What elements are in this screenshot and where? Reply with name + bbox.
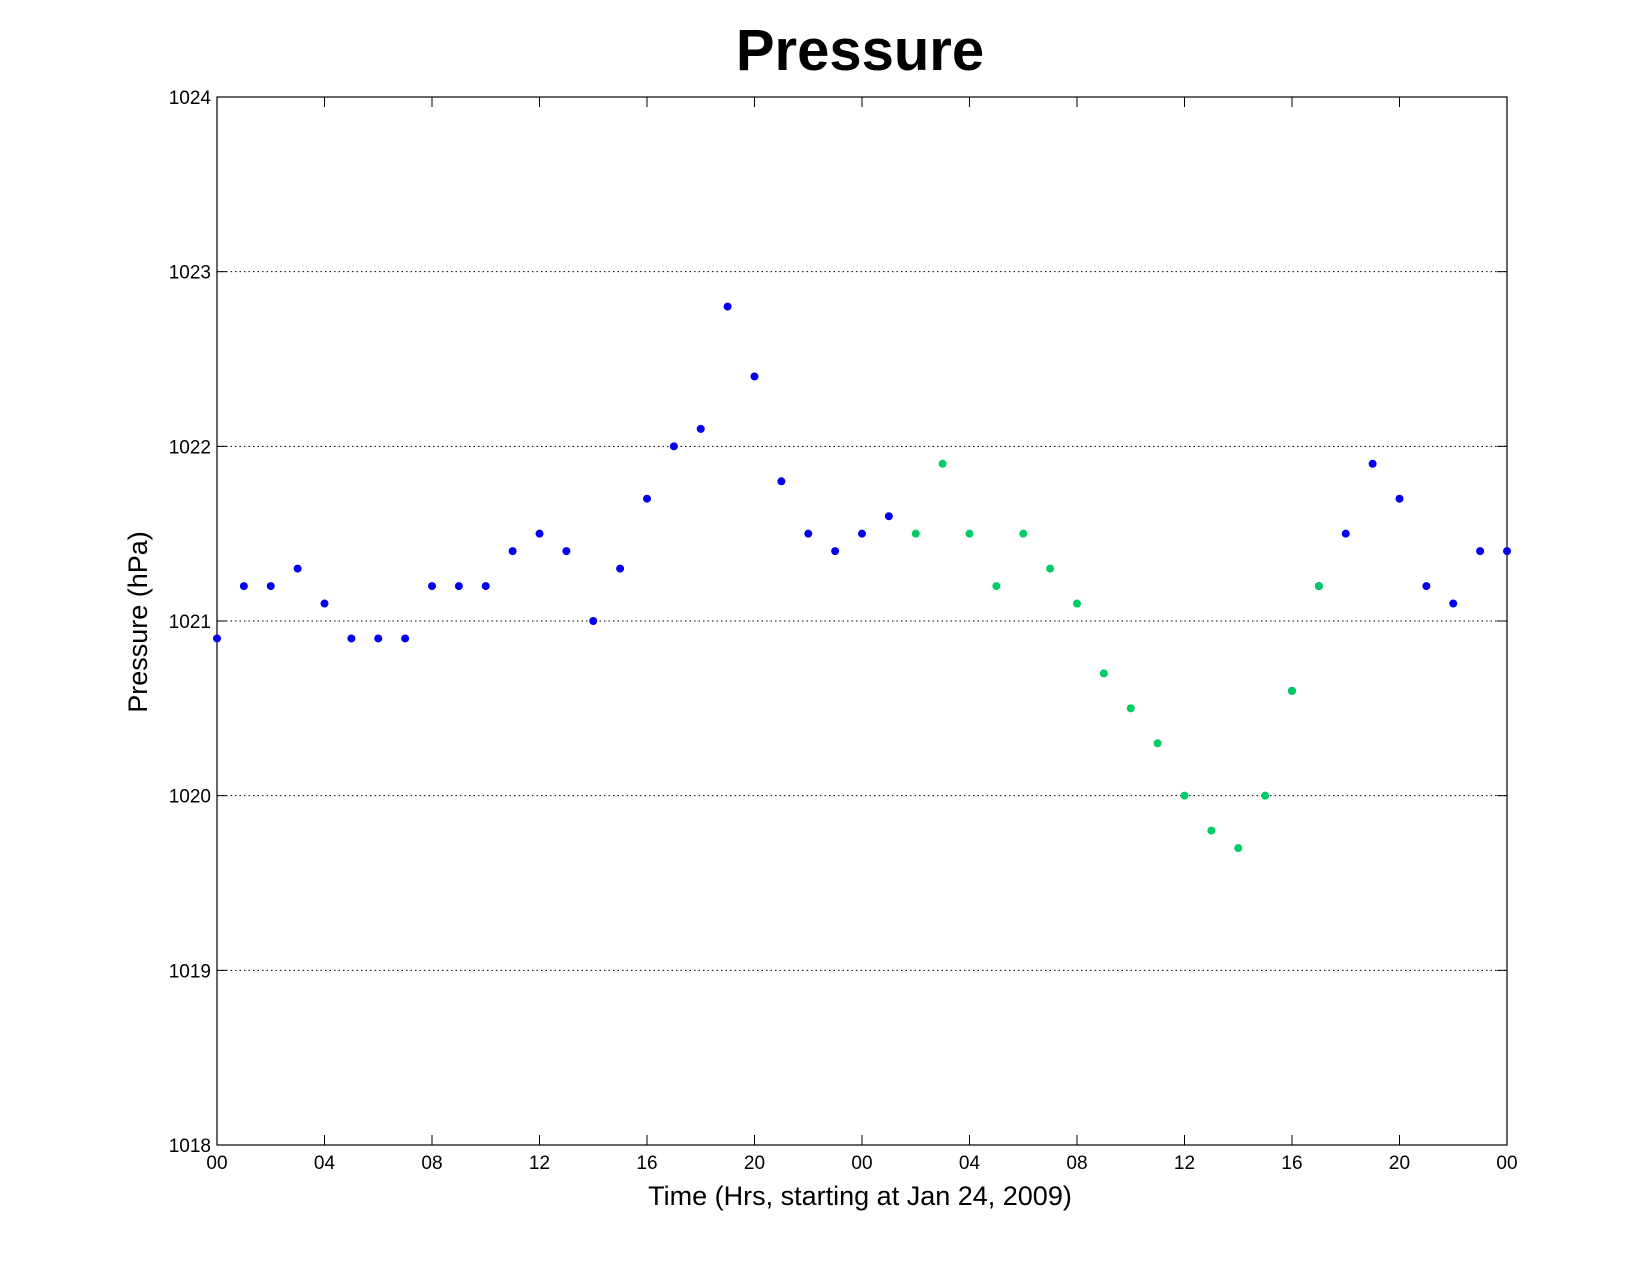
data-point [1261, 791, 1270, 800]
data-point [1099, 669, 1108, 678]
x-tick-label: 04 [314, 1153, 336, 1174]
data-point [562, 547, 571, 556]
data-point [589, 617, 598, 625]
x-tick-label: 12 [529, 1153, 550, 1174]
data-point [884, 512, 893, 521]
chart-title: Pressure [736, 18, 984, 83]
data-point [643, 494, 651, 503]
y-tick-label: 1023 [169, 263, 211, 284]
data-point [1395, 494, 1404, 503]
x-tick-label: 16 [1281, 1153, 1302, 1174]
gridlines [217, 271, 1507, 971]
data-point [347, 634, 356, 643]
data-point [1476, 547, 1485, 556]
data-point [1288, 686, 1296, 695]
x-tick-label: 12 [1174, 1153, 1195, 1174]
data-point [1449, 599, 1458, 608]
data-point [911, 529, 920, 538]
data-point [723, 302, 732, 311]
data-point [804, 529, 813, 538]
data-point [535, 529, 544, 538]
data-point [454, 582, 463, 591]
x-tick-label: 20 [1389, 1153, 1410, 1174]
data-point [239, 582, 248, 591]
data-point [750, 372, 759, 381]
data-point [831, 547, 840, 556]
x-tick-label: 08 [421, 1153, 442, 1174]
data-point [213, 634, 221, 643]
x-tick-label: 00 [206, 1153, 227, 1174]
data-point [1126, 704, 1135, 713]
data-point [374, 634, 383, 643]
data-point [481, 582, 490, 591]
data-point [858, 529, 866, 538]
data-point [1207, 826, 1216, 835]
data-points [213, 302, 1511, 853]
data-point [965, 529, 974, 538]
data-point [669, 442, 678, 451]
data-point [1341, 529, 1350, 538]
y-tick-label: 1021 [169, 612, 211, 633]
data-point [1503, 547, 1511, 556]
data-point [508, 547, 517, 556]
data-point [428, 582, 436, 591]
y-tick-label: 1018 [169, 1136, 211, 1157]
data-point [777, 477, 786, 486]
data-point [1180, 791, 1189, 800]
x-tick-label: 20 [744, 1153, 765, 1174]
axis-ticks: 1018 1019 1020 1021 1022 1023 1024 00 04 08 12 16 20… [169, 88, 1518, 1174]
data-point [266, 582, 275, 591]
data-point [401, 634, 410, 643]
data-point [616, 564, 625, 573]
x-tick-label: 16 [636, 1153, 657, 1174]
data-point [1234, 844, 1243, 853]
x-tick-label: 08 [1066, 1153, 1087, 1174]
data-point [992, 582, 1001, 591]
data-point [1153, 739, 1162, 748]
x-tick-label: 00 [851, 1153, 872, 1174]
data-point [1019, 529, 1028, 538]
y-axis-label: Pressure (hPa) [123, 531, 153, 713]
data-point [1368, 459, 1377, 468]
data-point [696, 424, 705, 433]
y-tick-label: 1022 [169, 437, 211, 458]
x-axis-label: Time (Hrs, starting at Jan 24, 2009) [648, 1181, 1072, 1211]
data-point [1314, 582, 1323, 591]
x-tick-label: 00 [1496, 1153, 1517, 1174]
y-tick-label: 1020 [169, 787, 211, 808]
data-point [320, 599, 329, 608]
y-tick-label: 1024 [169, 88, 212, 109]
data-point [1073, 599, 1081, 608]
data-point [1422, 582, 1431, 591]
data-point [1046, 564, 1055, 573]
y-tick-label: 1019 [169, 961, 211, 982]
data-point [293, 564, 302, 573]
x-tick-label: 04 [959, 1153, 981, 1174]
data-point [938, 459, 947, 468]
